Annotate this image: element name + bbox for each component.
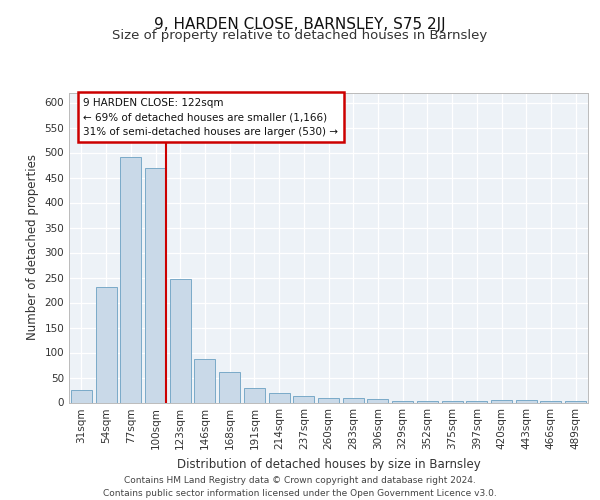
Bar xyxy=(491,400,512,402)
Bar xyxy=(442,401,463,402)
Text: Size of property relative to detached houses in Barnsley: Size of property relative to detached ho… xyxy=(112,29,488,42)
Bar xyxy=(318,398,339,402)
Bar xyxy=(71,390,92,402)
Text: 9, HARDEN CLOSE, BARNSLEY, S75 2JJ: 9, HARDEN CLOSE, BARNSLEY, S75 2JJ xyxy=(154,18,446,32)
Bar xyxy=(565,400,586,402)
Y-axis label: Number of detached properties: Number of detached properties xyxy=(26,154,39,340)
Bar xyxy=(95,286,116,403)
Bar xyxy=(343,398,364,402)
Bar xyxy=(194,358,215,403)
Bar xyxy=(541,401,562,402)
Text: Contains HM Land Registry data © Crown copyright and database right 2024.
Contai: Contains HM Land Registry data © Crown c… xyxy=(103,476,497,498)
Bar xyxy=(293,396,314,402)
Bar xyxy=(392,400,413,402)
X-axis label: Distribution of detached houses by size in Barnsley: Distribution of detached houses by size … xyxy=(176,458,481,471)
Bar xyxy=(466,401,487,402)
Bar xyxy=(244,388,265,402)
Bar xyxy=(417,401,438,402)
Bar xyxy=(145,168,166,402)
Bar xyxy=(367,398,388,402)
Text: 9 HARDEN CLOSE: 122sqm
← 69% of detached houses are smaller (1,166)
31% of semi-: 9 HARDEN CLOSE: 122sqm ← 69% of detached… xyxy=(83,98,338,137)
Bar xyxy=(170,278,191,402)
Bar xyxy=(120,156,141,402)
Bar xyxy=(219,372,240,402)
Bar xyxy=(269,392,290,402)
Bar xyxy=(516,400,537,402)
